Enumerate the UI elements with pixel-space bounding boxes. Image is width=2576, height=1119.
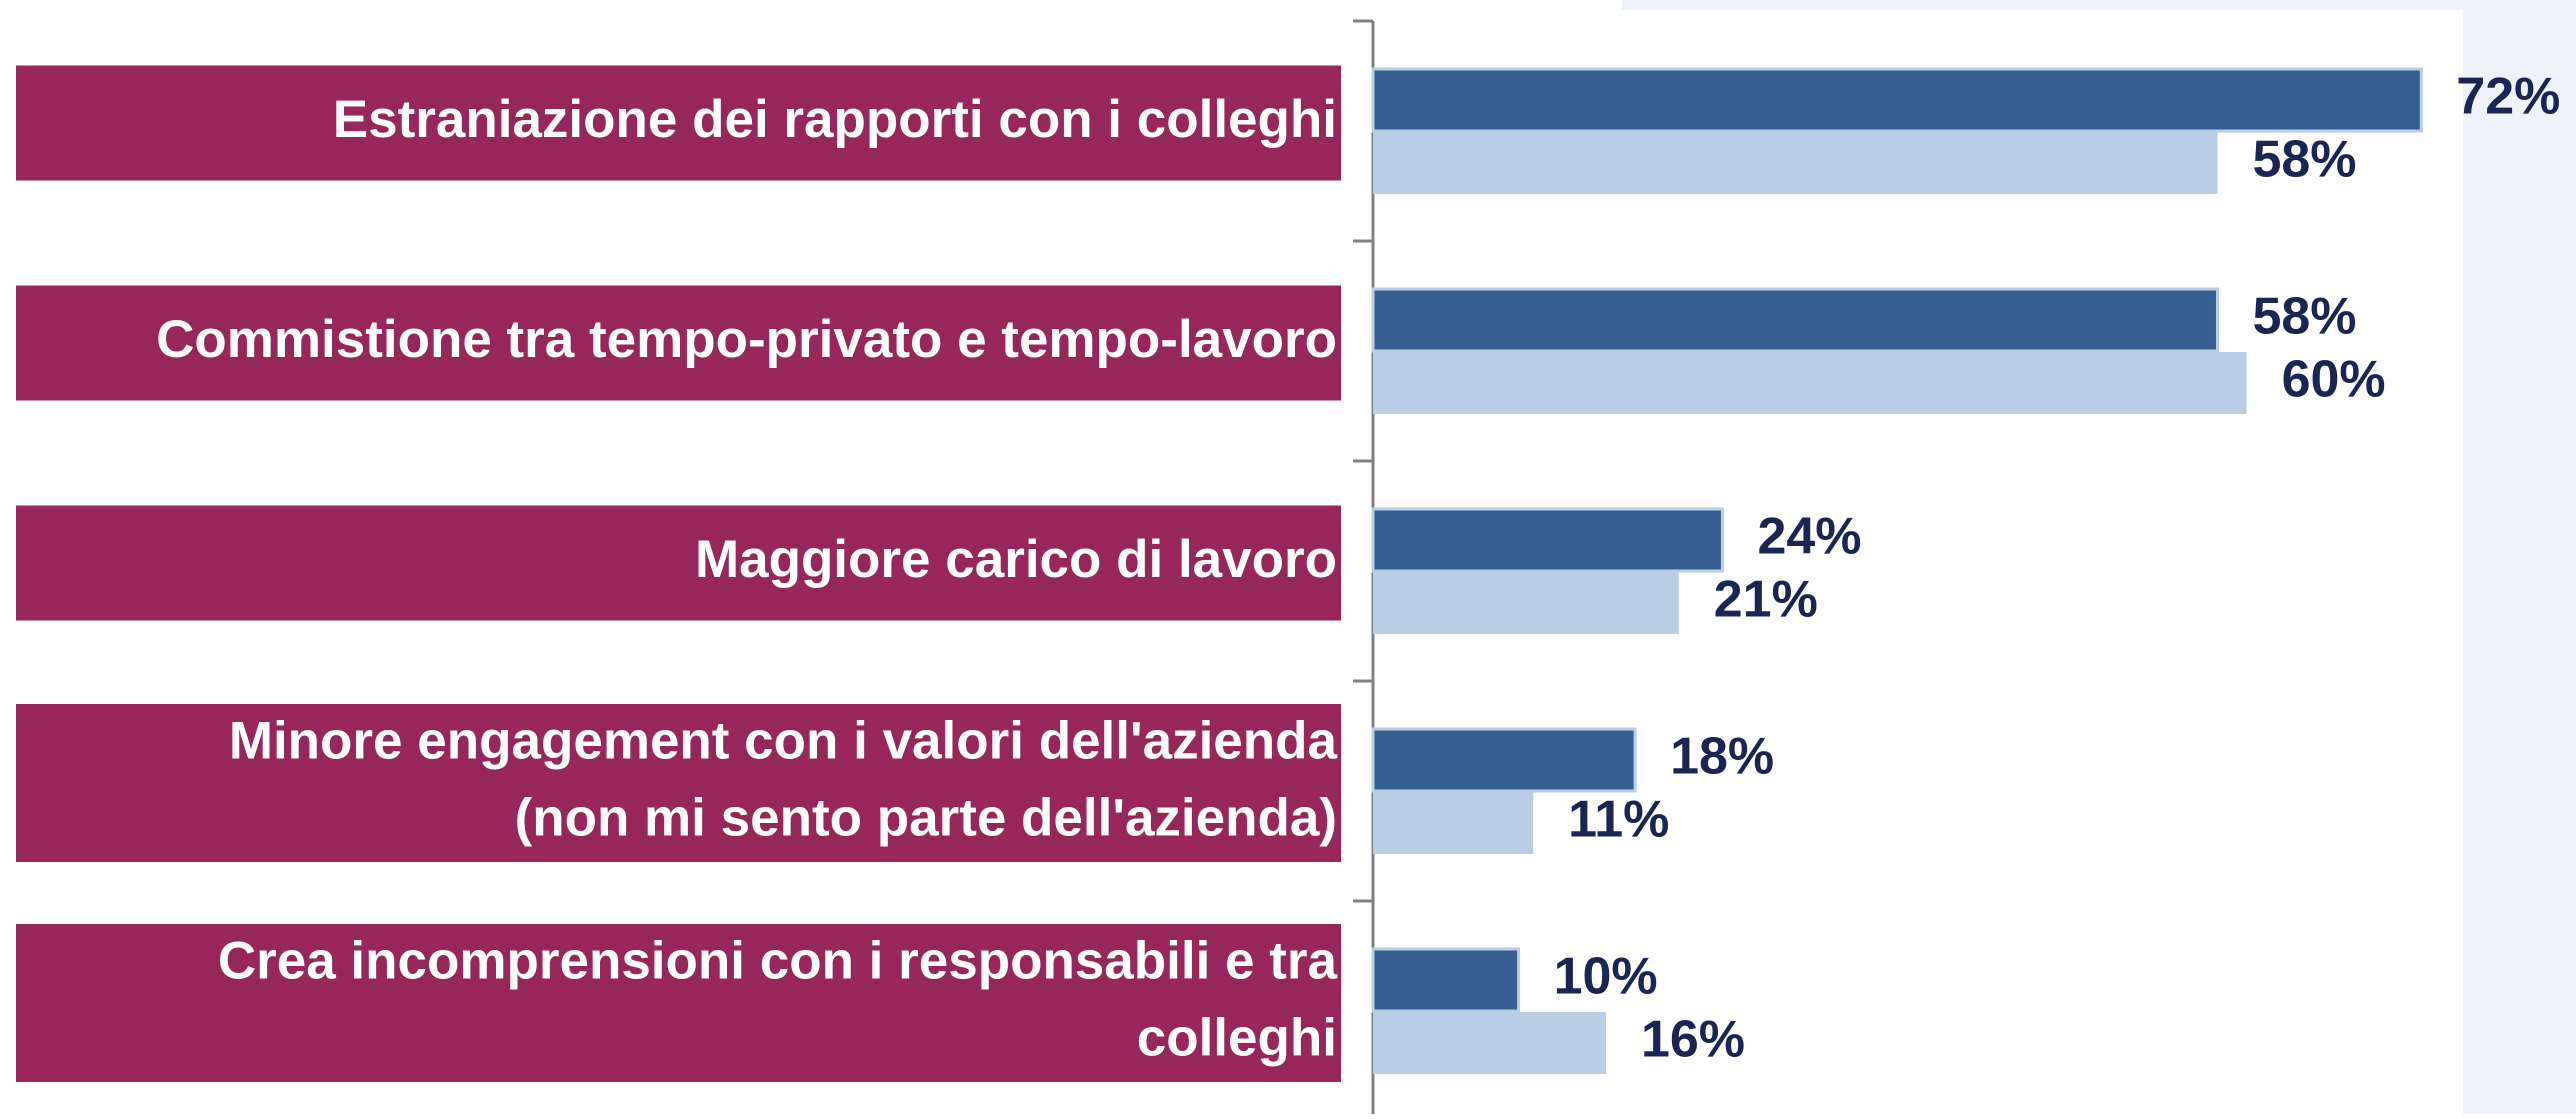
category-label-line: colleghi [1137,1009,1337,1068]
category-box [16,704,1341,862]
category-label-line: (non mi sento parte dell'azienda) [515,789,1337,848]
value-label: 11% [1568,791,1669,849]
background-panel [1622,0,2576,10]
value-label: 60% [2282,351,2386,409]
category-box [16,505,1341,621]
value-label: 58% [2252,131,2356,189]
bar [1371,507,1724,573]
bar [1373,1012,1606,1074]
bar [1373,132,2218,194]
bar [1371,947,1521,1013]
bar [1371,287,2219,353]
category-label: Maggiore carico di lavoro [695,530,1337,589]
category-label: Minore engagement con i valori dell'azie… [229,712,1338,848]
bar [1373,572,1679,634]
bar [1371,727,1637,793]
value-label: 10% [1554,948,1658,1006]
value-label: 72% [2456,68,2560,126]
category-label: Commistione tra tempo-privato e tempo-la… [156,310,1337,369]
value-label: 16% [1641,1011,1745,1069]
category-label-line: Crea incomprensioni con i responsabili e… [218,932,1338,991]
bar [1373,792,1534,854]
category-label-line: Minore engagement con i valori dell'azie… [229,712,1338,771]
value-label: 58% [2252,288,2356,346]
value-label: 21% [1714,571,1818,629]
category-label: Crea incomprensioni con i responsabili e… [218,932,1338,1068]
category-label: Estraniazione dei rapporti con i collegh… [333,90,1337,149]
category-box [16,285,1341,401]
value-label: 18% [1670,728,1774,786]
bar [1373,352,2247,414]
category-box [16,924,1341,1082]
category-box [16,65,1341,181]
value-label: 24% [1757,508,1861,566]
background-panel [2463,0,2576,1114]
bar [1371,67,2423,133]
